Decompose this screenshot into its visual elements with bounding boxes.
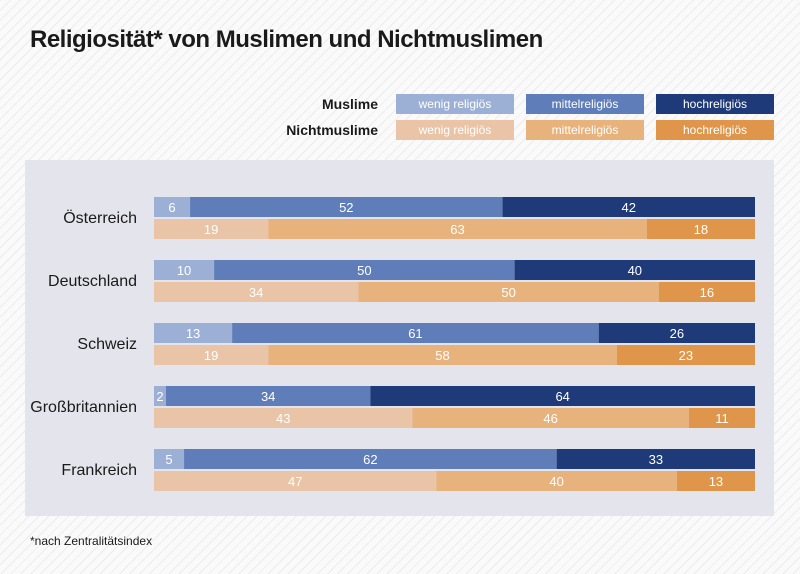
bar-value-großbritannien-muslime-0: 2 (156, 389, 163, 404)
bar-deutschland-nichtmuslime-0 (154, 282, 359, 302)
bar-value-deutschland-muslime-2: 40 (628, 263, 642, 278)
bar-schweiz-muslime-1 (232, 323, 599, 343)
bar-deutschland-muslime-2 (514, 260, 755, 280)
legend-nonmuslims-mittel: mittelreligiös (526, 120, 644, 140)
bar-value-frankreich-nichtmuslime-1: 40 (549, 474, 563, 489)
legend-nonmuslims-hoch: hochreligiös (656, 120, 774, 140)
bar-großbritannien-muslime-1 (166, 386, 371, 406)
bar-großbritannien-nichtmuslime-0 (154, 408, 413, 428)
legend-muslims-label: Muslime (321, 96, 378, 112)
bar-deutschland-nichtmuslime-2 (658, 282, 755, 302)
category-label-österreich: Österreich (63, 209, 137, 227)
bar-deutschland-muslime-1 (214, 260, 515, 280)
bar-österreich-muslime-2 (502, 197, 755, 217)
bar-value-schweiz-nichtmuslime-1: 58 (435, 348, 449, 363)
bar-schweiz-nichtmuslime-1 (268, 345, 617, 365)
bar-value-deutschland-muslime-1: 50 (357, 263, 371, 278)
chart-title: Religiosität* von Muslimen und Nichtmusl… (30, 26, 543, 53)
bar-frankreich-muslime-2 (556, 449, 755, 469)
bar-schweiz-nichtmuslime-2 (616, 345, 755, 365)
bar-großbritannien-nichtmuslime-2 (688, 408, 755, 428)
bar-value-schweiz-muslime-1: 61 (408, 326, 422, 341)
bar-value-österreich-muslime-2: 42 (622, 200, 636, 215)
bar-value-frankreich-muslime-0: 5 (165, 452, 172, 467)
bar-schweiz-muslime-2 (598, 323, 755, 343)
bar-österreich-muslime-1 (190, 197, 503, 217)
bar-schweiz-nichtmuslime-0 (154, 345, 269, 365)
bar-value-großbritannien-nichtmuslime-0: 43 (276, 411, 290, 426)
bar-value-großbritannien-nichtmuslime-1: 46 (543, 411, 557, 426)
bar-deutschland-muslime-0 (154, 260, 215, 280)
bar-value-großbritannien-muslime-2: 64 (555, 389, 569, 404)
bar-österreich-nichtmuslime-0 (154, 219, 269, 239)
bar-value-deutschland-muslime-0: 10 (177, 263, 191, 278)
bar-frankreich-nichtmuslime-2 (676, 471, 755, 491)
bar-großbritannien-muslime-0 (154, 386, 167, 406)
bar-value-schweiz-nichtmuslime-2: 23 (679, 348, 693, 363)
bar-value-österreich-muslime-0: 6 (168, 200, 175, 215)
bar-value-großbritannien-nichtmuslime-2: 11 (715, 411, 729, 426)
bar-frankreich-muslime-0 (154, 449, 185, 469)
bar-großbritannien-nichtmuslime-1 (412, 408, 689, 428)
chart-panel: Österreich 6 52 42 19 63 18 Deutschland 10 50 40 34… (25, 160, 774, 516)
footnote: *nach Zentralitätsindex (30, 534, 153, 548)
bar-value-schweiz-muslime-0: 13 (186, 326, 200, 341)
bar-value-schweiz-muslime-2: 26 (670, 326, 684, 341)
bar-österreich-muslime-0 (154, 197, 191, 217)
bar-value-frankreich-muslime-1: 62 (363, 452, 377, 467)
legend-nonmuslims-wenig: wenig religiös (396, 120, 514, 140)
bar-österreich-nichtmuslime-1 (268, 219, 647, 239)
bar-value-frankreich-nichtmuslime-2: 13 (709, 474, 723, 489)
category-label-schweiz: Schweiz (77, 336, 137, 353)
bar-frankreich-nichtmuslime-0 (154, 471, 437, 491)
legend-nonmuslims-label: Nichtmuslime (286, 122, 378, 138)
bar-österreich-nichtmuslime-2 (646, 219, 755, 239)
bar-value-österreich-muslime-1: 52 (339, 200, 353, 215)
bar-frankreich-muslime-1 (184, 449, 557, 469)
bar-value-deutschland-nichtmuslime-1: 50 (501, 285, 515, 300)
bar-value-österreich-nichtmuslime-0: 19 (204, 222, 218, 237)
category-label-frankreich: Frankreich (61, 462, 137, 479)
legend-muslims-mittel: mittelreligiös (526, 94, 644, 114)
legend-muslims-wenig: wenig religiös (396, 94, 514, 114)
bar-value-frankreich-muslime-2: 33 (649, 452, 663, 467)
bar-großbritannien-muslime-2 (370, 386, 755, 406)
bar-value-frankreich-nichtmuslime-0: 47 (288, 474, 302, 489)
bar-schweiz-muslime-0 (154, 323, 233, 343)
category-label-deutschland: Deutschland (48, 273, 137, 290)
bar-frankreich-nichtmuslime-1 (436, 471, 677, 491)
legend-muslims-hoch: hochreligiös (656, 94, 774, 114)
bar-value-schweiz-nichtmuslime-0: 19 (204, 348, 218, 363)
category-label-großbritannien: Großbritannien (30, 399, 137, 416)
bar-value-großbritannien-muslime-1: 34 (261, 389, 275, 404)
bar-value-österreich-nichtmuslime-1: 63 (450, 222, 464, 237)
bar-value-deutschland-nichtmuslime-0: 34 (249, 285, 263, 300)
bar-value-österreich-nichtmuslime-2: 18 (694, 222, 708, 237)
bar-value-deutschland-nichtmuslime-2: 16 (700, 285, 714, 300)
bar-deutschland-nichtmuslime-1 (358, 282, 659, 302)
